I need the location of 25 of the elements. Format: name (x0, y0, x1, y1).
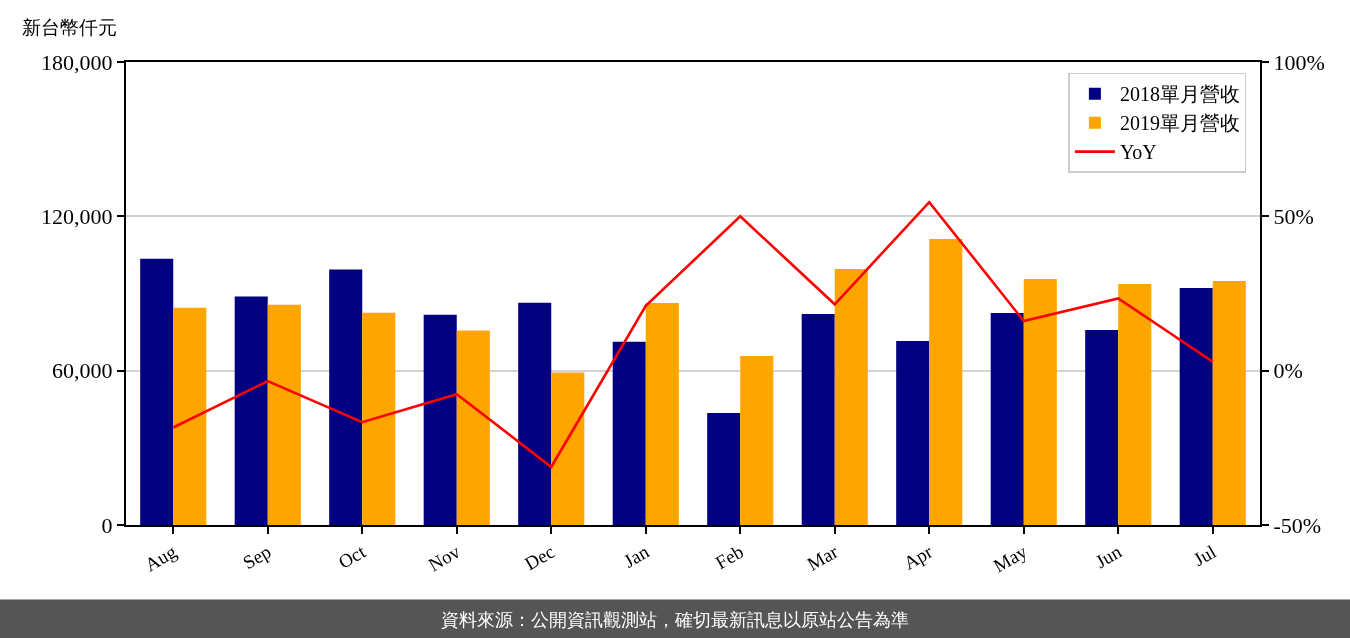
legend-label: YoY (1119, 141, 1157, 164)
y2-tick-label: 100% (1273, 49, 1325, 75)
x-tick-label: Sep (239, 540, 275, 574)
x-tick-label: Jun (1091, 540, 1126, 573)
y-tick-label: 180,000 (41, 49, 113, 75)
y2-tick-label: 0% (1273, 358, 1303, 384)
x-tick-label: Mar (803, 540, 843, 575)
x-tick-label: Aug (141, 540, 181, 576)
x-tick-label: Apr (899, 540, 937, 574)
x-tick-label: May (989, 540, 1031, 577)
x-tick-label: Nov (424, 540, 464, 576)
y2-tick-label: 50% (1273, 204, 1314, 230)
y2-tick-label: -50% (1273, 512, 1322, 538)
legend-label: 2018單月營收 (1119, 83, 1240, 106)
y-tick-label: 60,000 (52, 358, 113, 384)
source-note: 資料來源：公開資訊觀測站，確切最新訊息以原站公告為準 (441, 608, 909, 630)
y-tick-label: 0 (101, 512, 113, 538)
y-tick-label: 120,000 (41, 204, 113, 230)
x-tick-label: Oct (334, 540, 370, 573)
x-tick-label: Jul (1189, 540, 1220, 571)
y-axis-title: 新台幣仟元 (22, 17, 117, 38)
x-tick-label: Feb (711, 540, 747, 574)
legend-label: 2019單月營收 (1119, 112, 1240, 135)
x-tick-label: Jan (620, 540, 653, 572)
x-tick-label: Dec (521, 540, 558, 575)
